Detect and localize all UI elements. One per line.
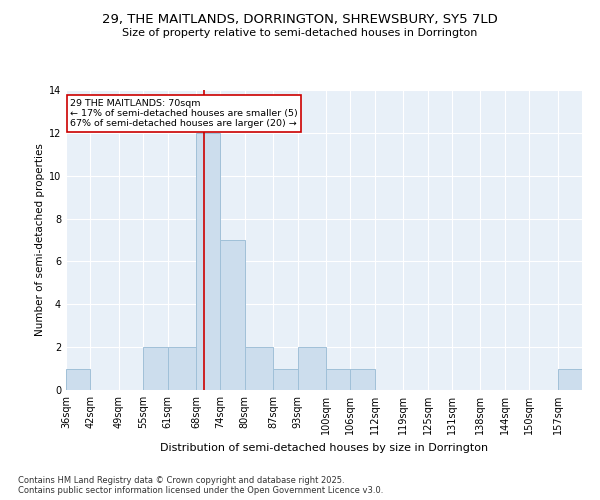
Text: 29, THE MAITLANDS, DORRINGTON, SHREWSBURY, SY5 7LD: 29, THE MAITLANDS, DORRINGTON, SHREWSBUR… [102, 12, 498, 26]
X-axis label: Distribution of semi-detached houses by size in Dorrington: Distribution of semi-detached houses by … [160, 442, 488, 452]
Bar [326, 368, 350, 390]
Text: Contains HM Land Registry data © Crown copyright and database right 2025.
Contai: Contains HM Land Registry data © Crown c… [18, 476, 383, 495]
Bar [220, 240, 245, 390]
Bar [196, 133, 220, 390]
Bar [298, 347, 326, 390]
Text: 29 THE MAITLANDS: 70sqm
← 17% of semi-detached houses are smaller (5)
67% of sem: 29 THE MAITLANDS: 70sqm ← 17% of semi-de… [70, 98, 298, 128]
Y-axis label: Number of semi-detached properties: Number of semi-detached properties [35, 144, 44, 336]
Bar [557, 368, 582, 390]
Bar [350, 368, 375, 390]
Bar [143, 347, 167, 390]
Bar [245, 347, 273, 390]
Text: Size of property relative to semi-detached houses in Dorrington: Size of property relative to semi-detach… [122, 28, 478, 38]
Bar [273, 368, 298, 390]
Bar [66, 368, 91, 390]
Bar [167, 347, 196, 390]
